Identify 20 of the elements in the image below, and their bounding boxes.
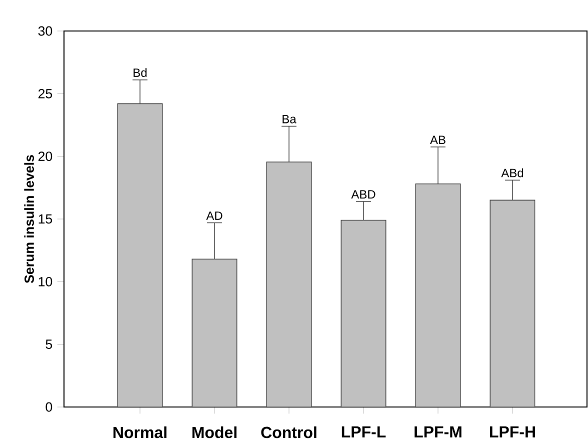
x-tick-label: Control [261,426,316,438]
y-tick-label: 5 [46,340,52,349]
y-tick-label: 10 [38,276,52,286]
y-tick-label: 15 [38,214,52,224]
annotation: AD [206,212,222,220]
y-tick-label: 20 [38,152,52,162]
annotation: AB [430,136,446,144]
y-tick-label: 30 [38,26,52,36]
x-tick-label: Normal [114,426,166,438]
annotation: ABD [351,190,376,199]
annotation: Ba [282,114,296,124]
x-tick-label: Model [192,426,236,438]
annotation: Bd [134,68,147,77]
y-tick-label: 25 [38,88,52,98]
x-tick-label: LPF-H [490,426,535,438]
x-tick-label: LPF-L [342,426,386,438]
annotation: ABd [501,168,524,178]
y-tick-label: 0 [46,402,52,412]
y-axis-title: Serum insulin levels [24,155,34,284]
x-tick-label: LPF-M [414,426,462,438]
